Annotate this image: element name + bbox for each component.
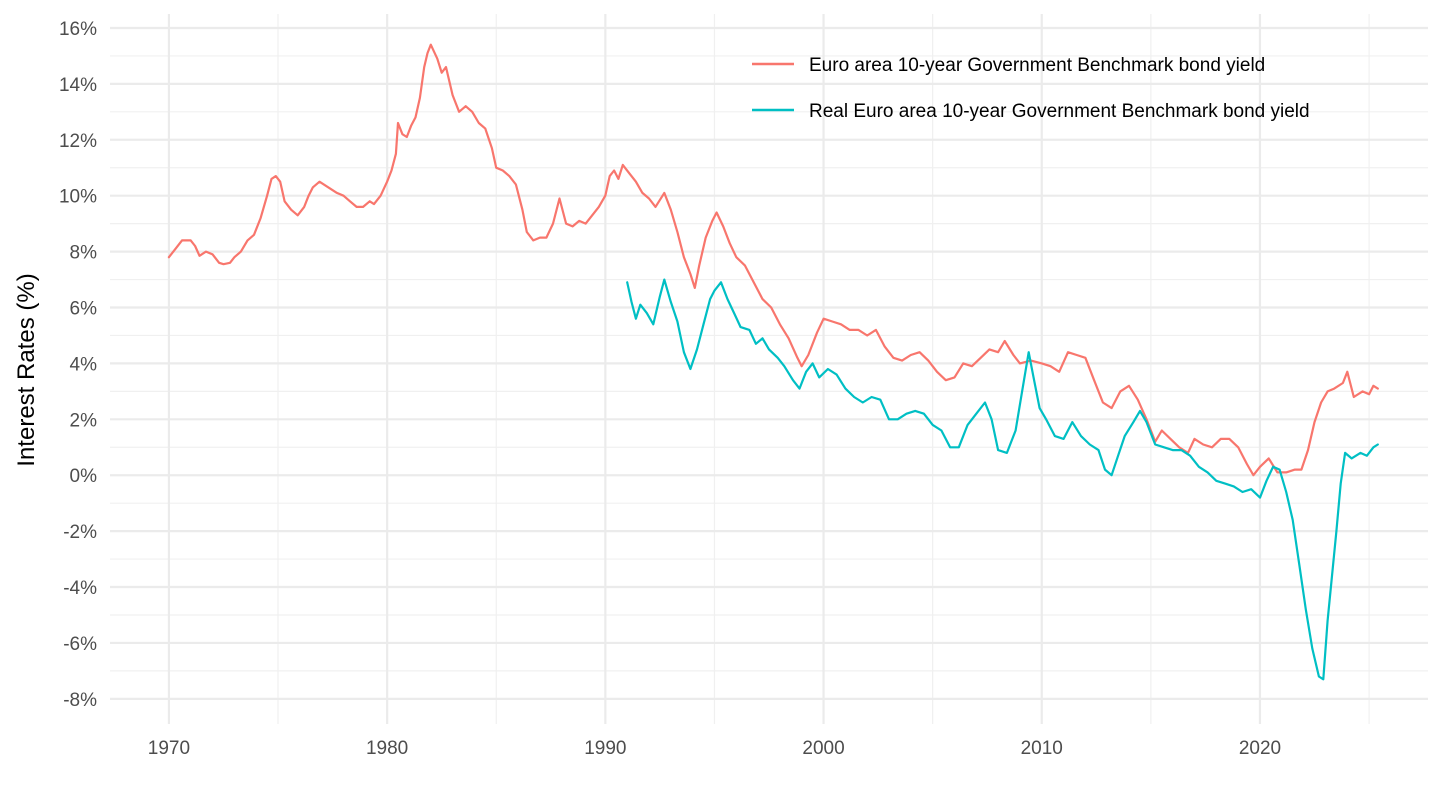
y-tick-label: 12% [59, 131, 97, 152]
y-axis-title: Interest Rates (%) [13, 273, 40, 466]
minor-gridlines [110, 14, 1428, 724]
x-axis-tick-labels: 1970 1980 1990 2000 2010 2020 [148, 738, 1281, 759]
major-gridlines [110, 14, 1428, 724]
y-tick-label: 10% [59, 187, 97, 208]
legend: Euro area 10-year Government Benchmark b… [752, 55, 1310, 122]
y-tick-label: -4% [63, 578, 97, 599]
y-tick-label: 8% [70, 243, 98, 264]
y-tick-label: -8% [63, 690, 97, 711]
y-tick-label: 0% [70, 466, 98, 487]
series-lines [167, 43, 1379, 681]
y-tick-label: 4% [70, 354, 98, 375]
x-tick-label: 2020 [1239, 738, 1281, 759]
x-tick-label: 1970 [148, 738, 190, 759]
y-tick-label: 16% [59, 19, 97, 40]
y-tick-label: 2% [70, 410, 98, 431]
x-tick-label: 1980 [366, 738, 408, 759]
y-tick-label: 6% [70, 299, 98, 320]
series-line-2 [626, 278, 1379, 681]
legend-label-2: Real Euro area 10-year Government Benchm… [809, 101, 1310, 122]
x-tick-label: 2000 [802, 738, 844, 759]
legend-label-1: Euro area 10-year Government Benchmark b… [809, 55, 1265, 76]
y-tick-label: -2% [63, 522, 97, 543]
x-tick-label: 1990 [584, 738, 626, 759]
y-tick-label: -6% [63, 634, 97, 655]
x-tick-label: 2010 [1021, 738, 1063, 759]
series-line-1 [167, 43, 1379, 477]
y-tick-label: 14% [59, 75, 97, 96]
y-axis-tick-labels: -8% -6% -4% -2% 0% 2% 4% 6% 8% 10% 12% 14% 16% [59, 19, 97, 711]
